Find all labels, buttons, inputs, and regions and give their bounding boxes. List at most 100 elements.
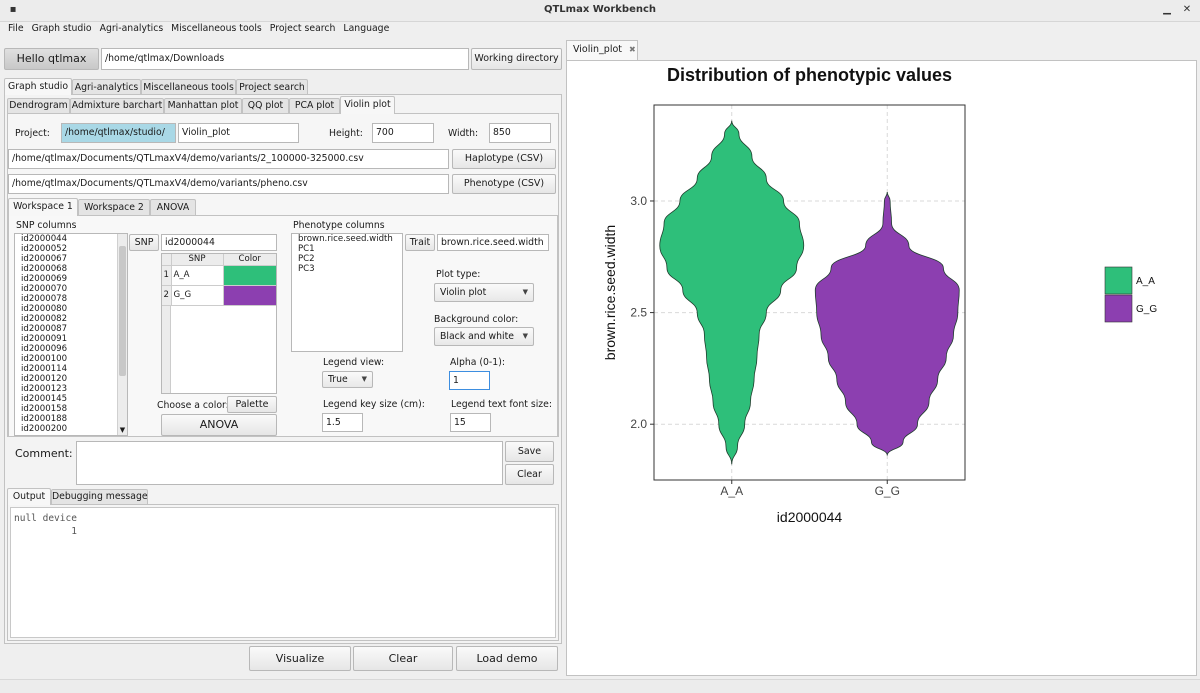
snp-list-item[interactable]: id2000078 [21,294,68,304]
phenotype-list-item[interactable]: PC3 [298,264,315,274]
phenotype-list-item[interactable]: PC1 [298,244,315,254]
tab-agri-analytics[interactable]: Agri-analytics [72,79,141,95]
tab-manhattan-plot[interactable]: Manhattan plot [164,98,242,114]
snp-list-item[interactable]: id2000114 [21,364,68,374]
y-tick-label: 2.5 [630,306,647,320]
snp-list-item[interactable]: id2000044 [21,234,68,244]
snp-list-item[interactable]: id2000067 [21,254,68,264]
menu-miscellaneous-tools[interactable]: Miscellaneous tools [171,23,262,34]
snp-button[interactable]: SNP [129,234,159,251]
legend-key-size-field[interactable]: 1.5 [322,413,363,432]
snp-cell[interactable]: A_A [171,265,224,286]
working-directory-button[interactable]: Working directory [471,48,562,70]
project-path-field[interactable]: /home/qtlmax/studio/ [61,123,176,143]
phenotype-list-item[interactable]: PC2 [298,254,315,264]
snp-cell[interactable]: G_G [171,285,224,306]
tab-project-search[interactable]: Project search [236,79,308,95]
menu-graph-studio[interactable]: Graph studio [31,23,92,34]
snp-list-item[interactable]: id2000188 [21,414,68,424]
menu-language[interactable]: Language [343,23,390,34]
snp-columns-list[interactable]: id2000044 id2000052 id2000067 id2000068 id20… [14,233,128,436]
snp-list-item[interactable]: id2000052 [21,244,68,254]
trait-value-field[interactable]: brown.rice.seed.width [437,234,549,251]
scroll-down-icon[interactable]: ▼ [119,426,126,434]
menu-project-search[interactable]: Project search [269,23,336,34]
haplotype-path-field[interactable]: /home/qtlmax/Documents/QTLmaxV4/demo/var… [8,149,449,169]
tab-miscellaneous-tools[interactable]: Miscellaneous tools [141,79,236,95]
snp-list-item[interactable]: id2000120 [21,374,68,384]
snp-list-item[interactable]: id2000096 [21,344,68,354]
tab-graph-studio[interactable]: Graph studio [4,78,72,95]
plot-type-label: Plot type: [436,269,481,280]
background-color-select[interactable]: Black and white ▼ [434,327,534,346]
close-tab-icon[interactable]: ✖ [629,45,636,54]
plot-canvas: Distribution of phenotypic values 2.0 2.5 3… [566,60,1197,676]
tab-output[interactable]: Output [7,488,51,505]
tab-pca-plot[interactable]: PCA plot [289,98,340,114]
window-menu-icon[interactable]: ▪ [9,4,17,15]
tab-qq-plot[interactable]: QQ plot [242,98,289,114]
snp-color-table[interactable]: SNP Color 1 A_A 2 G_G [161,253,277,394]
alpha-field[interactable]: 1 [449,371,490,390]
visualize-button[interactable]: Visualize [249,646,351,671]
color-cell[interactable] [223,285,276,306]
height-label: Height: [329,128,363,139]
snp-list-item[interactable]: id2000145 [21,394,68,404]
phenotype-columns-list[interactable]: brown.rice.seed.width PC1 PC2 PC3 [291,233,403,352]
plot-type-select[interactable]: Violin plot ▼ [434,283,534,302]
legend-view-select[interactable]: True ▼ [322,371,373,388]
height-field[interactable]: 700 [372,123,434,143]
phenotype-list-item[interactable]: brown.rice.seed.width [298,234,393,244]
snp-list-item[interactable]: id2000158 [21,404,68,414]
width-field[interactable]: 850 [489,123,551,143]
comment-textarea[interactable] [76,441,503,485]
output-console[interactable]: null device 1 [10,507,556,638]
chart-title: Distribution of phenotypic values [667,65,952,85]
phenotype-columns-label: Phenotype columns [293,220,385,231]
menu-file[interactable]: File [8,23,24,34]
hello-button[interactable]: Hello qtlmax [4,48,99,70]
color-cell[interactable] [223,265,276,286]
tab-violin-plot-output[interactable]: Violin_plot ✖ [566,40,638,60]
tab-workspace-1[interactable]: Workspace 1 [8,198,78,216]
legend-key [1104,266,1133,295]
tab-violin-plot[interactable]: Violin plot [340,96,395,114]
snp-list-item[interactable]: id2000100 [21,354,68,364]
load-demo-button[interactable]: Load demo [456,646,558,671]
violin-chart: Distribution of phenotypic values 2.0 2.5 3… [602,65,1157,525]
snp-value-field[interactable]: id2000044 [161,234,277,251]
project-name-field[interactable]: Violin_plot [178,123,299,143]
trait-button[interactable]: Trait [405,234,435,251]
snp-list-item[interactable]: id2000068 [21,264,68,274]
menu-bar: File Graph studio Agri-analytics Miscellane… [0,22,1200,38]
phenotype-path-field[interactable]: /home/qtlmax/Documents/QTLmaxV4/demo/var… [8,174,449,194]
snp-list-item[interactable]: id2000080 [21,304,68,314]
tab-debugging-message[interactable]: Debugging message [51,489,148,505]
snp-list-item[interactable]: id2000069 [21,274,68,284]
legend-text-size-field[interactable]: 15 [450,413,491,432]
clear-button[interactable]: Clear [353,646,453,671]
phenotype-csv-button[interactable]: Phenotype (CSV) [452,174,556,194]
anova-button[interactable]: ANOVA [161,414,277,436]
minimize-icon[interactable]: ▁ [1163,4,1171,15]
haplotype-csv-button[interactable]: Haplotype (CSV) [452,149,556,169]
snp-list-item[interactable]: id2000123 [21,384,68,394]
save-comment-button[interactable]: Save [505,441,554,462]
snp-list-item[interactable]: id2000070 [21,284,68,294]
downloads-path-field[interactable]: /home/qtlmax/Downloads [101,48,469,70]
snp-list-item[interactable]: id2000087 [21,324,68,334]
tab-dendrogram[interactable]: Dendrogram [7,98,70,114]
snp-list-item[interactable]: id2000082 [21,314,68,324]
clear-comment-button[interactable]: Clear [505,464,554,485]
menu-agri-analytics[interactable]: Agri-analytics [99,23,164,34]
snp-list-scrollbar[interactable]: ▼ [117,234,127,435]
snp-list-item[interactable]: id2000091 [21,334,68,344]
palette-button[interactable]: Palette [227,396,277,413]
tab-anova[interactable]: ANOVA [150,199,196,216]
snp-list-scroll-thumb[interactable] [119,246,126,376]
tab-workspace-2[interactable]: Workspace 2 [78,199,150,216]
snp-list-item[interactable]: id2000200 [21,424,68,434]
tab-admixture-barchart[interactable]: Admixture barchart [70,98,164,114]
window-title: QTLmax Workbench [543,4,657,15]
close-icon[interactable]: ✕ [1182,4,1192,15]
